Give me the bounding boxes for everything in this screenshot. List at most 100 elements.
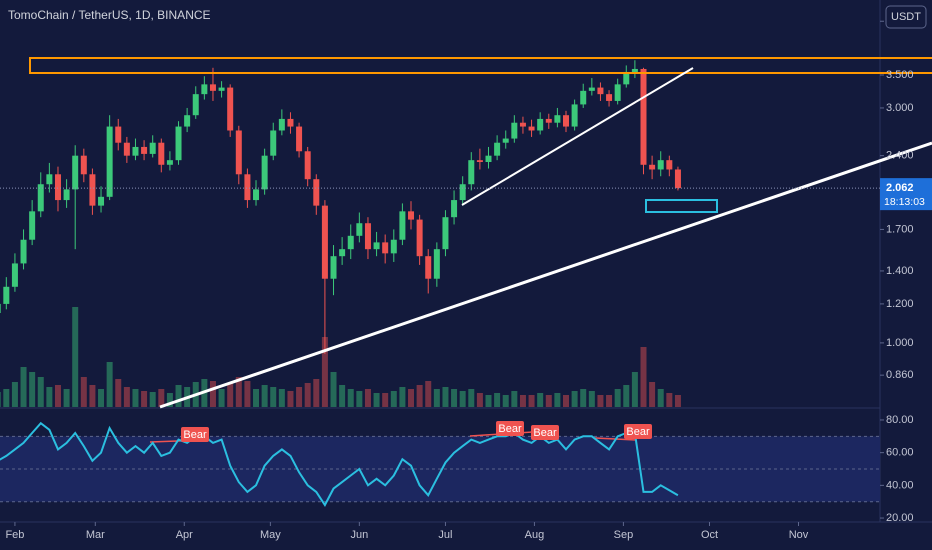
candle-body bbox=[623, 71, 630, 85]
candle-body bbox=[631, 68, 638, 72]
volume-bar bbox=[537, 393, 544, 407]
candle-body bbox=[606, 94, 613, 101]
volume-bar bbox=[29, 372, 36, 407]
candle-body bbox=[451, 200, 458, 218]
volume-bar bbox=[502, 395, 509, 407]
rsi-tick-label: 20.00 bbox=[886, 512, 914, 524]
volume-bar bbox=[166, 393, 173, 407]
volume-bar bbox=[175, 385, 182, 407]
volume-bar bbox=[408, 389, 415, 407]
volume-bar bbox=[115, 379, 122, 407]
candle-body bbox=[614, 84, 621, 101]
volume-bar bbox=[80, 377, 87, 407]
volume-bar bbox=[674, 395, 681, 407]
candle-body bbox=[657, 160, 664, 170]
candle-body bbox=[166, 160, 173, 165]
candle-body bbox=[37, 184, 44, 212]
candle-body bbox=[571, 104, 578, 127]
candle-body bbox=[425, 256, 432, 279]
volume-bar bbox=[244, 381, 251, 407]
y-tick-label: 1.400 bbox=[886, 265, 914, 277]
volume-bar bbox=[123, 387, 130, 407]
volume-bar bbox=[296, 387, 303, 407]
volume-bar bbox=[304, 383, 311, 407]
candle-body bbox=[476, 160, 483, 163]
volume-bar bbox=[640, 347, 647, 407]
axes: 4.5003.5003.0002.4001.7001.4001.2001.000… bbox=[0, 15, 932, 541]
volume-bar bbox=[597, 395, 604, 407]
trend-line bbox=[159, 141, 932, 409]
annotation: Bear bbox=[626, 426, 650, 438]
volume-bar bbox=[382, 393, 389, 407]
volume-bar bbox=[666, 393, 673, 407]
volume-bar bbox=[399, 387, 406, 407]
candle-body bbox=[459, 184, 466, 201]
volume-bar bbox=[63, 389, 70, 407]
x-tick-label: Nov bbox=[789, 529, 809, 541]
volume-bar bbox=[253, 389, 260, 407]
candle-body bbox=[123, 142, 130, 156]
volume-bar bbox=[278, 389, 285, 407]
rsi-tick-label: 40.00 bbox=[886, 479, 914, 491]
x-tick-label: Jun bbox=[350, 529, 368, 541]
volume-bar bbox=[614, 389, 621, 407]
candle-body bbox=[649, 164, 656, 170]
y-tick-label: 0.860 bbox=[886, 369, 914, 381]
volume-bar bbox=[132, 389, 139, 407]
candle-body bbox=[149, 142, 156, 154]
x-tick-label: Aug bbox=[525, 529, 545, 541]
candle-body bbox=[54, 174, 61, 201]
rsi-tick-label: 60.00 bbox=[886, 447, 914, 459]
candle-body bbox=[244, 174, 251, 201]
candle-body bbox=[98, 196, 105, 206]
volume-bar bbox=[494, 393, 501, 407]
candle-body bbox=[278, 118, 285, 131]
x-tick-label: May bbox=[260, 529, 281, 541]
candle-body bbox=[20, 239, 27, 264]
candle-body bbox=[588, 87, 595, 91]
volume-bar bbox=[20, 367, 27, 407]
volume-bar bbox=[563, 395, 570, 407]
volume-bar bbox=[476, 393, 483, 407]
drawings bbox=[29, 57, 932, 443]
candle-body bbox=[80, 155, 87, 175]
candle-body bbox=[313, 179, 320, 206]
candle-body bbox=[46, 174, 53, 185]
candle-body bbox=[408, 211, 415, 220]
candle-body bbox=[321, 205, 328, 279]
candle-body bbox=[528, 126, 535, 131]
volume-bar bbox=[545, 395, 552, 407]
volume-bar bbox=[235, 377, 242, 407]
volume-bar bbox=[554, 393, 561, 407]
currency-button[interactable] bbox=[885, 5, 927, 29]
volume-bar bbox=[468, 389, 475, 407]
candles bbox=[0, 60, 681, 354]
candle-body bbox=[132, 146, 139, 156]
candle-body bbox=[563, 115, 570, 127]
volume-bar bbox=[606, 395, 613, 407]
x-tick-label: Jul bbox=[438, 529, 452, 541]
volume-bar bbox=[141, 391, 148, 407]
annotation-box bbox=[531, 425, 559, 440]
x-tick-label: Apr bbox=[176, 529, 193, 541]
candle-body bbox=[580, 90, 587, 105]
volume-bar bbox=[72, 307, 79, 407]
candle-body bbox=[674, 169, 681, 189]
currency-label[interactable]: USDT bbox=[891, 11, 921, 23]
volume-bar bbox=[261, 385, 268, 407]
volume-bar bbox=[89, 385, 96, 407]
volume-bar bbox=[631, 372, 638, 407]
candle-body bbox=[339, 249, 346, 257]
x-tick-label: Oct bbox=[701, 529, 718, 541]
candle-body bbox=[502, 138, 509, 143]
annotation-box bbox=[624, 424, 652, 439]
resistance-zone bbox=[29, 57, 932, 74]
candle-body bbox=[184, 115, 191, 127]
candle-body bbox=[115, 126, 122, 143]
volume-bar bbox=[519, 395, 526, 407]
candle-body bbox=[158, 142, 165, 165]
volume-bar bbox=[339, 385, 346, 407]
volume-bar bbox=[657, 389, 664, 407]
volume-bar bbox=[511, 391, 518, 407]
